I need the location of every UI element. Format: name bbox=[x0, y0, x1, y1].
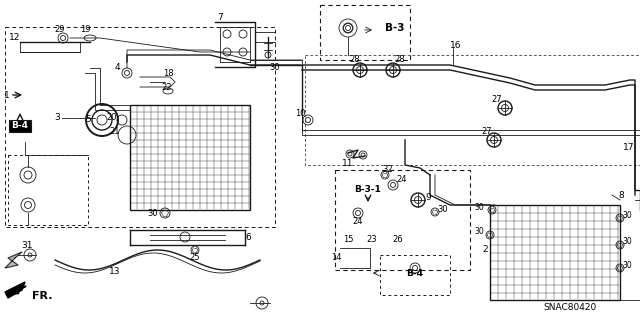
Text: 21: 21 bbox=[109, 128, 120, 137]
Text: 14: 14 bbox=[331, 254, 341, 263]
Text: 22: 22 bbox=[162, 83, 172, 92]
Bar bbox=[8, 155, 88, 225]
Text: 18: 18 bbox=[163, 70, 173, 78]
Text: 29: 29 bbox=[55, 26, 65, 34]
Text: 31: 31 bbox=[21, 241, 33, 249]
Text: 26: 26 bbox=[393, 235, 403, 244]
Text: 24: 24 bbox=[397, 175, 407, 184]
Text: 1: 1 bbox=[4, 91, 10, 100]
Text: 30: 30 bbox=[622, 238, 632, 247]
Text: 30: 30 bbox=[622, 261, 632, 270]
Text: B-4: B-4 bbox=[406, 269, 424, 278]
Text: 9: 9 bbox=[425, 192, 431, 202]
Text: 28: 28 bbox=[349, 56, 360, 64]
Bar bbox=[5, 27, 275, 227]
Text: 8: 8 bbox=[618, 190, 624, 199]
Text: B-3: B-3 bbox=[385, 23, 404, 33]
Text: B-4: B-4 bbox=[12, 122, 29, 130]
Text: 4: 4 bbox=[114, 63, 120, 72]
Text: B-3-1: B-3-1 bbox=[355, 186, 381, 195]
Polygon shape bbox=[5, 282, 25, 298]
Text: 11: 11 bbox=[342, 159, 354, 167]
Text: 30: 30 bbox=[474, 227, 484, 236]
Text: 27: 27 bbox=[482, 128, 492, 137]
Bar bbox=[380, 255, 450, 295]
Text: 12: 12 bbox=[10, 33, 20, 42]
Text: 7: 7 bbox=[217, 12, 223, 21]
Text: 17: 17 bbox=[623, 144, 635, 152]
Text: 30: 30 bbox=[622, 211, 632, 219]
Text: 15: 15 bbox=[343, 235, 353, 244]
Text: 25: 25 bbox=[189, 253, 200, 262]
Text: 5: 5 bbox=[85, 115, 91, 124]
Text: 30: 30 bbox=[269, 63, 280, 72]
Bar bbox=[9, 120, 31, 132]
Text: 3: 3 bbox=[54, 114, 60, 122]
Text: 23: 23 bbox=[367, 235, 378, 244]
Text: 6: 6 bbox=[245, 233, 251, 241]
Text: SNAC80420: SNAC80420 bbox=[543, 303, 596, 313]
Text: 10: 10 bbox=[295, 108, 305, 117]
Text: 13: 13 bbox=[109, 268, 121, 277]
Bar bbox=[130, 105, 250, 210]
Text: 24: 24 bbox=[353, 218, 364, 226]
Bar bbox=[490, 205, 620, 300]
Bar bbox=[335, 170, 470, 270]
Text: 19: 19 bbox=[80, 26, 90, 34]
Text: 32: 32 bbox=[383, 166, 394, 174]
Text: 2: 2 bbox=[482, 246, 488, 255]
Text: FR.: FR. bbox=[32, 291, 52, 301]
Bar bbox=[320, 5, 410, 60]
Text: 20: 20 bbox=[107, 113, 117, 122]
Text: 30: 30 bbox=[474, 203, 484, 211]
Bar bbox=[305, 55, 640, 165]
Text: 16: 16 bbox=[451, 41, 461, 49]
Text: 27: 27 bbox=[492, 95, 502, 105]
Polygon shape bbox=[5, 252, 22, 268]
Text: 30: 30 bbox=[438, 205, 448, 214]
Text: 30: 30 bbox=[148, 209, 158, 218]
Text: 28: 28 bbox=[395, 55, 405, 63]
